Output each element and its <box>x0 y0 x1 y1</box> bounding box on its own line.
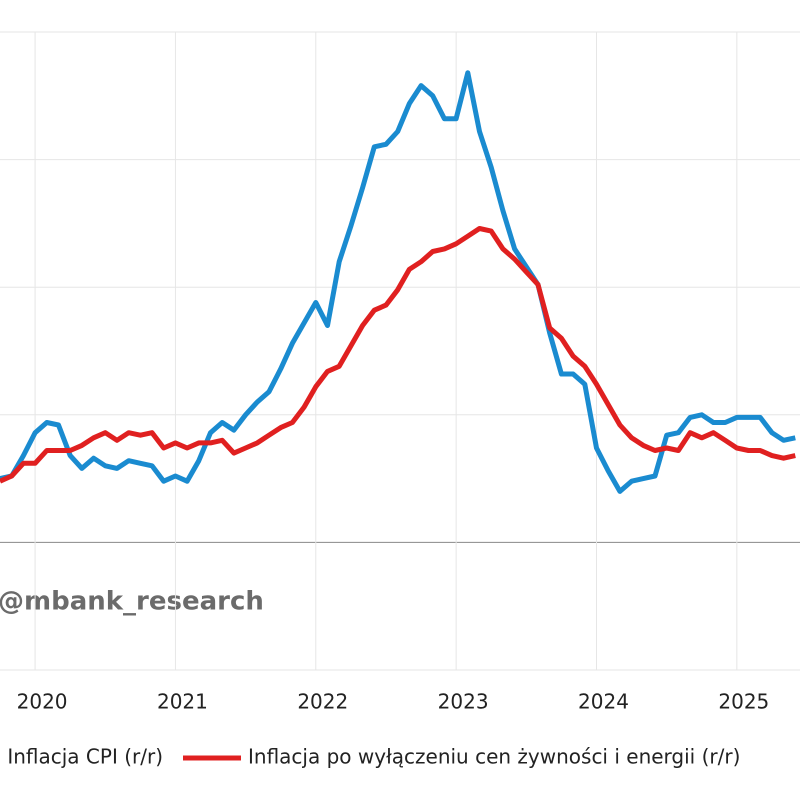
legend-label: Inflacja CPI (r/r) <box>7 745 163 769</box>
x-tick-label: 2025 <box>718 690 769 714</box>
line-series <box>0 226 796 484</box>
legend-label: Inflacja po wyłączeniu cen żywności i en… <box>248 745 740 769</box>
x-tick-label: 2022 <box>297 690 348 714</box>
line-series <box>0 70 796 494</box>
x-tick-label: 2024 <box>578 690 629 714</box>
x-tick-label: 2021 <box>157 690 208 714</box>
watermark: @mbank_research <box>0 587 264 617</box>
x-tick-label: 2020 <box>17 690 68 714</box>
x-tick-label: 2023 <box>438 690 489 714</box>
